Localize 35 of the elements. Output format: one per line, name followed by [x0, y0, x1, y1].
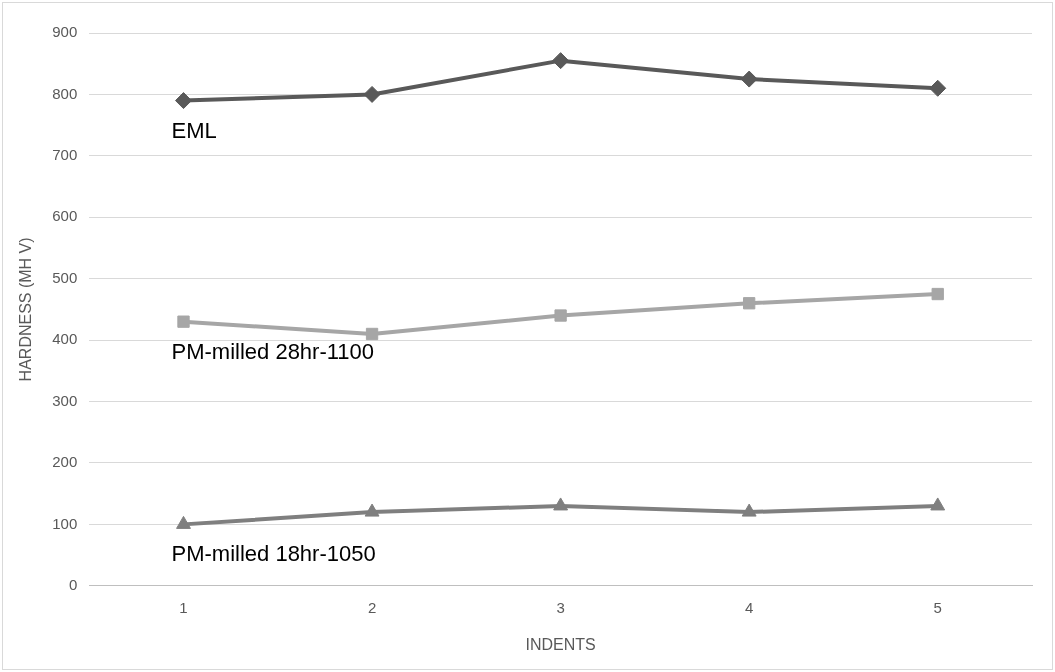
y-tick-label: 300 [52, 391, 78, 409]
point [365, 327, 379, 341]
y-tick-label: 700 [52, 145, 78, 163]
x-tick-label: 2 [367, 598, 377, 616]
y-axis-title: HARDNESS (MH V) [17, 237, 35, 382]
x-tick-label: 1 [179, 598, 188, 616]
point [176, 515, 191, 529]
y-tick-label: 0 [68, 575, 78, 593]
point [553, 497, 569, 511]
point [552, 52, 570, 70]
y-tick-label: 600 [52, 207, 78, 225]
y-tick-label: 800 [52, 84, 78, 102]
point [929, 79, 947, 97]
y-tick-label: 200 [52, 453, 78, 471]
point [930, 497, 946, 511]
point [554, 309, 567, 322]
x-tick-label: 5 [933, 598, 942, 616]
series-label: PM-milled 18hr-1050 [171, 541, 376, 567]
x-tick-label: 4 [745, 598, 754, 616]
y-tick-label: 500 [52, 268, 78, 286]
series-label: PM-milled 28hr-1100 [171, 338, 375, 364]
point [175, 92, 192, 110]
y-tick-label: 900 [52, 23, 78, 41]
point [743, 297, 756, 310]
point [740, 70, 758, 88]
y-tick-label: 100 [52, 514, 78, 532]
series-label: EML [171, 117, 217, 143]
point [177, 315, 190, 328]
point [931, 287, 944, 301]
point [741, 503, 757, 517]
x-axis-title: INDENTS [525, 635, 596, 653]
point [364, 503, 380, 517]
x-tick-label: 3 [556, 598, 565, 616]
y-tick-label: 400 [52, 330, 78, 348]
point [363, 85, 381, 103]
